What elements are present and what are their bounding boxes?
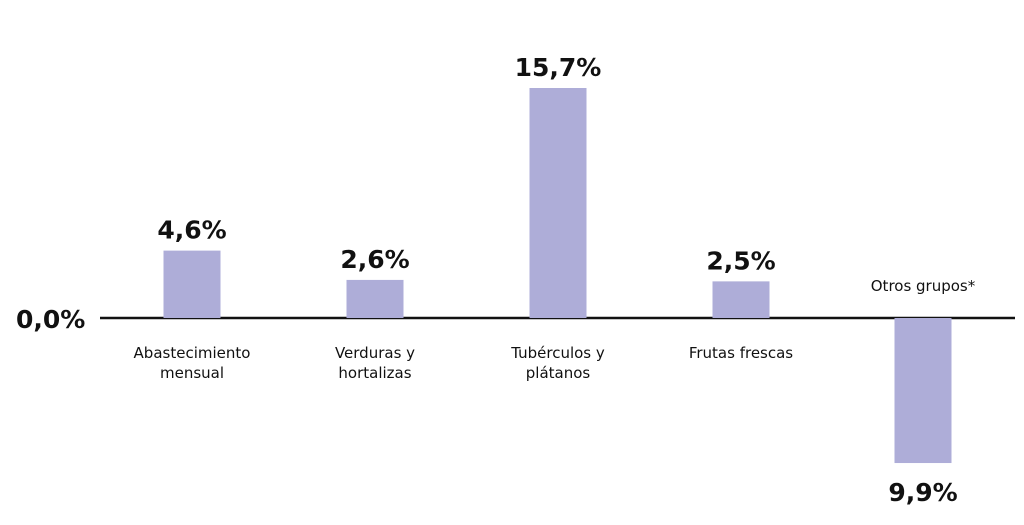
data-label: 2,5% [706,246,775,275]
bar [163,250,221,318]
category-label: hortalizas [338,364,411,382]
bar [529,88,587,318]
data-label: 4,6% [157,216,226,245]
zero-axis-label: 0,0% [16,305,85,334]
category-label: plátanos [526,364,591,382]
category-label: Otros grupos* [871,277,976,295]
category-label: mensual [160,364,224,382]
data-label: 2,6% [340,245,409,274]
bar [346,279,404,318]
category-label: Frutas frescas [689,344,793,362]
bar [894,318,952,464]
data-label: 15,7% [515,53,602,82]
category-label: Verduras y [335,344,415,362]
data-label: 9,9% [888,478,957,507]
category-label: Abastecimiento [134,344,251,362]
category-label: Tubérculos y [510,344,605,362]
bar [712,281,770,318]
